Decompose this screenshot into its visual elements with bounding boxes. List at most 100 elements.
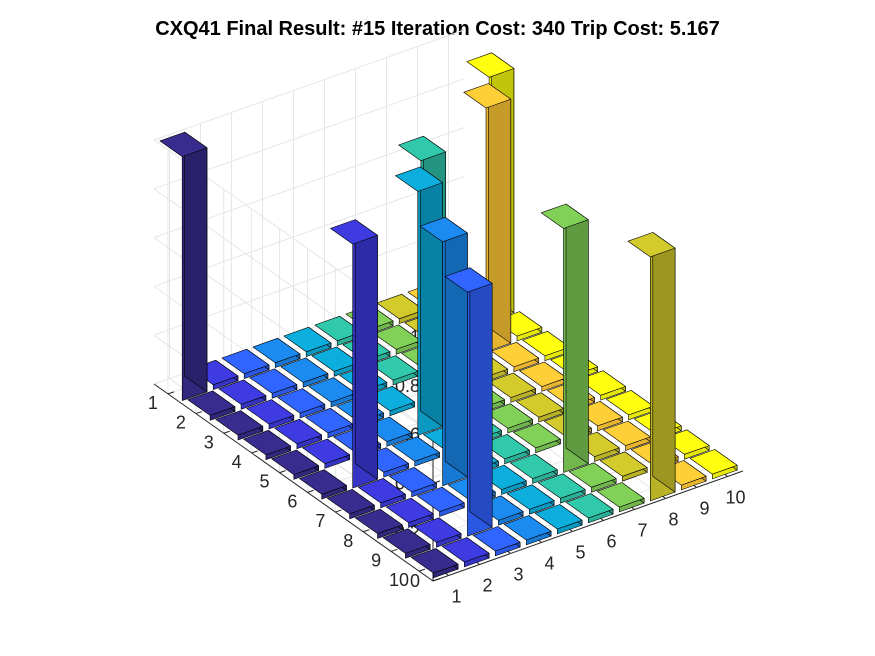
bar xyxy=(385,497,434,528)
bar xyxy=(218,379,267,410)
bar-top xyxy=(416,486,465,512)
bar xyxy=(382,528,431,559)
bar xyxy=(330,219,378,489)
bar-top xyxy=(488,372,536,398)
bar-top xyxy=(385,497,434,523)
bar xyxy=(302,438,350,469)
bar xyxy=(444,267,493,537)
bar xyxy=(537,473,586,504)
bar xyxy=(534,504,583,535)
bar-top xyxy=(627,232,676,258)
bar xyxy=(326,489,375,520)
row-tick-label: 7 xyxy=(315,511,325,531)
bar-top xyxy=(308,377,357,403)
bar-top xyxy=(357,478,406,504)
bar-top xyxy=(516,392,564,418)
bar-top xyxy=(280,357,329,383)
bar-top xyxy=(398,135,447,161)
bar xyxy=(485,403,533,434)
bars xyxy=(159,52,738,579)
bar-top xyxy=(277,388,326,414)
bar xyxy=(441,537,490,568)
bar-top xyxy=(354,508,403,534)
row-tick xyxy=(390,548,398,552)
bar xyxy=(605,390,654,421)
bar xyxy=(627,232,676,502)
row-axis xyxy=(153,383,434,582)
bar xyxy=(578,370,626,401)
row-tick xyxy=(418,568,426,572)
bar-top xyxy=(370,355,419,381)
bar xyxy=(540,203,589,473)
bar-face xyxy=(469,267,493,528)
bar-top xyxy=(388,467,437,493)
bar xyxy=(410,548,459,579)
bar xyxy=(512,423,561,454)
column-axis xyxy=(432,470,744,582)
bar-top xyxy=(215,410,264,436)
bar xyxy=(277,388,326,419)
bar-top xyxy=(419,217,468,243)
row-tick xyxy=(195,411,203,415)
bar xyxy=(516,392,564,423)
bar-face xyxy=(419,166,443,427)
bar xyxy=(689,449,738,480)
bar xyxy=(395,166,443,436)
bar xyxy=(249,368,298,399)
bar xyxy=(283,326,332,357)
bar-top xyxy=(565,493,614,519)
row-tick-label: 8 xyxy=(343,531,353,551)
row-tick xyxy=(335,509,342,513)
bar-top xyxy=(283,326,332,353)
bar xyxy=(271,449,319,480)
row-tick-label: 6 xyxy=(287,491,297,511)
bar-top xyxy=(605,390,654,416)
bar-top xyxy=(373,324,422,350)
bar-top xyxy=(534,504,583,530)
bar-top xyxy=(568,462,617,488)
bar xyxy=(568,462,617,493)
bar-face xyxy=(184,131,208,393)
bar-top xyxy=(537,473,586,499)
bar-top xyxy=(503,515,552,541)
bar xyxy=(159,131,208,401)
column-tick-label: 5 xyxy=(575,543,585,563)
bar xyxy=(596,482,645,513)
bar-top xyxy=(376,293,425,320)
bar xyxy=(252,337,301,368)
bar-top xyxy=(330,219,378,245)
bar-top xyxy=(463,83,512,109)
bar-top xyxy=(491,341,540,368)
bar xyxy=(370,355,419,386)
bar-top xyxy=(382,528,431,554)
bar-face xyxy=(565,203,589,465)
bar-top xyxy=(512,423,561,449)
row-tick xyxy=(363,529,370,533)
bar xyxy=(416,486,465,517)
bar xyxy=(299,469,347,500)
bar-top xyxy=(243,429,292,456)
bar-top xyxy=(444,267,493,293)
column-tick-label: 8 xyxy=(668,510,678,530)
bar xyxy=(274,418,323,450)
bar xyxy=(519,361,567,392)
bar-top xyxy=(218,379,267,405)
bar xyxy=(491,341,540,373)
bar xyxy=(246,399,295,430)
bar-top xyxy=(522,330,571,357)
bar-top xyxy=(519,361,567,387)
bar xyxy=(243,429,292,461)
bar-face xyxy=(652,232,676,493)
bar-top xyxy=(441,537,490,563)
column-tick-label: 10 xyxy=(725,488,745,508)
row-tick xyxy=(251,450,258,454)
bar xyxy=(413,517,462,548)
z-tick-label: 0 xyxy=(410,571,420,591)
z-tick xyxy=(432,578,441,582)
bar-top xyxy=(466,52,515,78)
bar-top xyxy=(299,469,347,495)
row-tick xyxy=(223,430,230,434)
bar xyxy=(488,372,536,403)
bar-face xyxy=(354,219,378,480)
